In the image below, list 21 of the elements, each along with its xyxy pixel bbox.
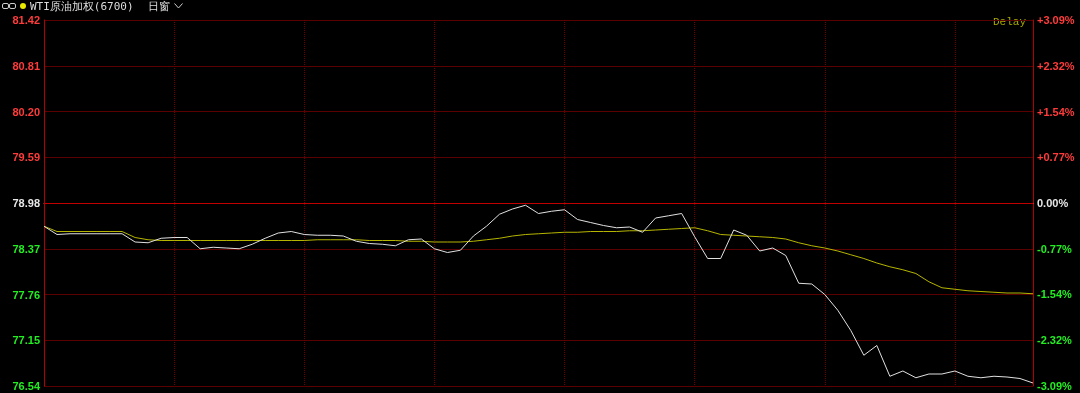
- y-tick-label: 78.37: [12, 242, 40, 255]
- chart-title: WTI原油加权(6700): [30, 0, 134, 14]
- y2-tick-label: -1.54%: [1037, 288, 1073, 301]
- y2-tick-label: -2.32%: [1037, 334, 1073, 347]
- y2-tick-label: +0.77%: [1037, 151, 1075, 164]
- y2-tick-label: -3.09%: [1037, 380, 1073, 392]
- y-tick-label: 80.81: [12, 59, 40, 72]
- y2-tick-label: 0.00%: [1037, 197, 1069, 209]
- y-tick-label: 77.76: [12, 288, 40, 301]
- y-tick-label: 76.54: [12, 380, 41, 392]
- line-series: [43, 204, 1034, 384]
- y-tick-label: 80.20: [12, 105, 40, 118]
- y-tick-label: 81.42: [12, 14, 40, 26]
- y-tick-label: 77.15: [12, 334, 40, 347]
- y-tick-label: 78.98: [12, 197, 40, 209]
- y-tick-label: 79.59: [12, 151, 40, 164]
- y2-tick-label: +2.32%: [1037, 59, 1075, 72]
- y2-tick-label: +1.54%: [1037, 105, 1075, 118]
- y2-tick-label: +3.09%: [1037, 14, 1075, 26]
- chart-subtitle: 日窗: [147, 0, 170, 14]
- y2-tick-label: -0.77%: [1037, 242, 1073, 255]
